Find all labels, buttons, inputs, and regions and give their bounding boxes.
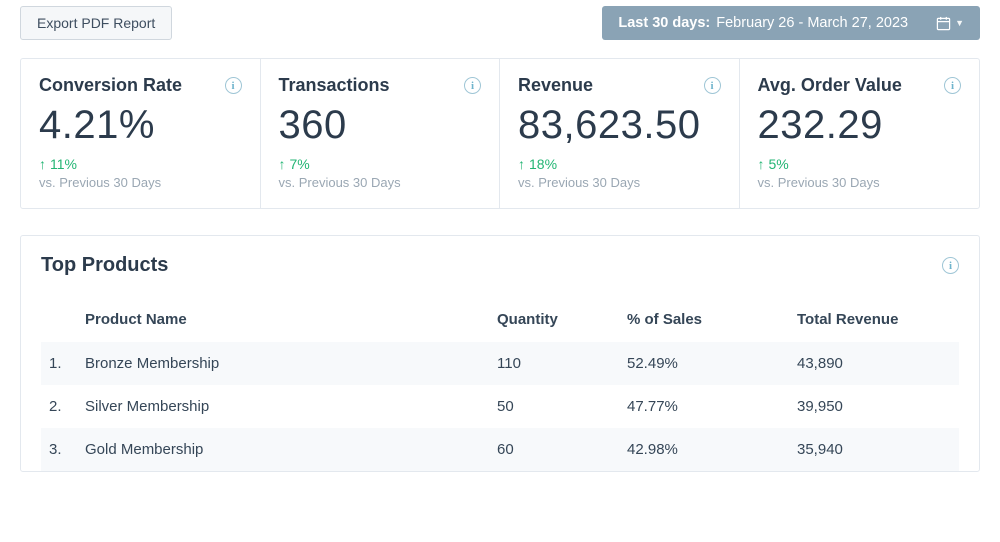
col-header-product: Product Name: [77, 301, 489, 342]
metric-title: Conversion Rate: [39, 75, 182, 96]
row-total-revenue: 35,940: [789, 428, 959, 471]
row-quantity: 110: [489, 342, 619, 385]
top-products-table: Product Name Quantity % of Sales Total R…: [41, 301, 959, 471]
metric-title: Avg. Order Value: [758, 75, 902, 96]
arrow-up-icon: ↑: [279, 157, 286, 171]
row-quantity: 60: [489, 428, 619, 471]
metric-value: 4.21%: [39, 102, 242, 148]
row-product-name: Silver Membership: [77, 385, 489, 428]
metric-change-value: 11%: [50, 156, 77, 172]
metric-revenue: Revenue i 83,623.50 ↑ 18% vs. Previous 3…: [500, 59, 740, 208]
table-row: 1. Bronze Membership 110 52.49% 43,890: [41, 342, 959, 385]
metric-change: ↑ 11%: [39, 156, 242, 172]
col-header-pct-sales: % of Sales: [619, 301, 789, 342]
info-icon[interactable]: i: [464, 77, 481, 94]
metric-compare: vs. Previous 30 Days: [279, 175, 482, 190]
metrics-row: Conversion Rate i 4.21% ↑ 11% vs. Previo…: [20, 58, 980, 209]
metric-title: Transactions: [279, 75, 390, 96]
metric-change-value: 5%: [769, 156, 789, 172]
info-icon[interactable]: i: [944, 77, 961, 94]
row-pct-sales: 47.77%: [619, 385, 789, 428]
metric-change-value: 18%: [529, 156, 557, 172]
col-header-quantity: Quantity: [489, 301, 619, 342]
table-header-row: Product Name Quantity % of Sales Total R…: [41, 301, 959, 342]
arrow-up-icon: ↑: [39, 157, 46, 171]
metric-title: Revenue: [518, 75, 593, 96]
arrow-up-icon: ↑: [518, 157, 525, 171]
metric-value: 83,623.50: [518, 102, 721, 148]
metric-avg-order-value: Avg. Order Value i 232.29 ↑ 5% vs. Previ…: [740, 59, 980, 208]
row-pct-sales: 42.98%: [619, 428, 789, 471]
row-pct-sales: 52.49%: [619, 342, 789, 385]
top-products-title: Top Products: [41, 254, 168, 277]
table-row: 3. Gold Membership 60 42.98% 35,940: [41, 428, 959, 471]
row-total-revenue: 43,890: [789, 342, 959, 385]
row-rank: 1.: [41, 342, 77, 385]
row-rank: 2.: [41, 385, 77, 428]
date-range-value: February 26 - March 27, 2023: [716, 15, 908, 31]
metric-compare: vs. Previous 30 Days: [518, 175, 721, 190]
metric-conversion-rate: Conversion Rate i 4.21% ↑ 11% vs. Previo…: [21, 59, 261, 208]
table-row: 2. Silver Membership 50 47.77% 39,950: [41, 385, 959, 428]
date-range-icon-group: ▼: [936, 16, 964, 31]
date-range-picker[interactable]: Last 30 days: February 26 - March 27, 20…: [602, 6, 980, 40]
caret-down-icon: ▼: [955, 18, 964, 28]
metric-value: 360: [279, 102, 482, 148]
arrow-up-icon: ↑: [758, 157, 765, 171]
metric-change-value: 7%: [290, 156, 310, 172]
metric-compare: vs. Previous 30 Days: [39, 175, 242, 190]
row-quantity: 50: [489, 385, 619, 428]
metric-change: ↑ 7%: [279, 156, 482, 172]
metric-compare: vs. Previous 30 Days: [758, 175, 962, 190]
info-icon[interactable]: i: [225, 77, 242, 94]
export-pdf-label: Export PDF Report: [37, 15, 155, 31]
info-icon[interactable]: i: [704, 77, 721, 94]
info-icon[interactable]: i: [942, 257, 959, 274]
export-pdf-button[interactable]: Export PDF Report: [20, 6, 172, 40]
row-total-revenue: 39,950: [789, 385, 959, 428]
row-product-name: Bronze Membership: [77, 342, 489, 385]
row-product-name: Gold Membership: [77, 428, 489, 471]
calendar-icon: [936, 16, 951, 31]
col-header-total-revenue: Total Revenue: [789, 301, 959, 342]
row-rank: 3.: [41, 428, 77, 471]
metric-change: ↑ 18%: [518, 156, 721, 172]
metric-transactions: Transactions i 360 ↑ 7% vs. Previous 30 …: [261, 59, 501, 208]
top-products-panel: Top Products i Product Name Quantity % o…: [20, 235, 980, 472]
date-range-label: Last 30 days:: [618, 15, 710, 31]
top-bar: Export PDF Report Last 30 days: February…: [0, 0, 1000, 58]
metric-change: ↑ 5%: [758, 156, 962, 172]
metric-value: 232.29: [758, 102, 962, 148]
